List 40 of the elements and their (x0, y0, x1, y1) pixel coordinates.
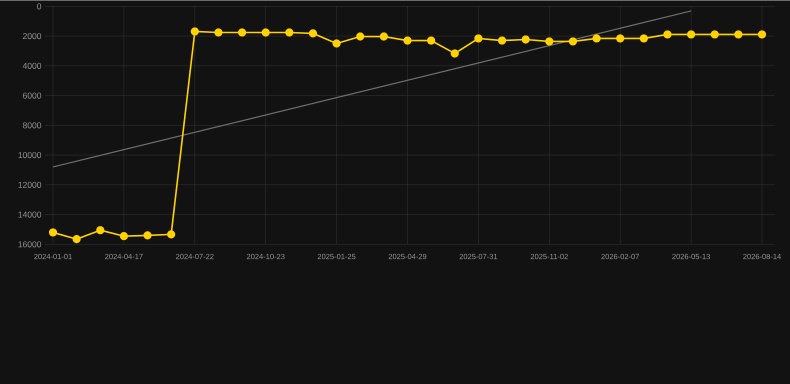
point (687, 30, 696, 38)
y-tick-label: 16000 (18, 241, 42, 248)
y-tick-label: 14000 (18, 211, 42, 218)
point (403, 36, 412, 44)
point (474, 34, 483, 42)
point (214, 28, 223, 36)
point (262, 28, 270, 36)
point (285, 28, 294, 36)
point (143, 231, 152, 240)
y-tick-label: 10000 (18, 152, 42, 158)
point (663, 30, 672, 38)
point (498, 36, 506, 44)
point (568, 37, 578, 46)
point (96, 226, 104, 234)
point (332, 39, 341, 48)
point (640, 34, 648, 42)
point (710, 30, 719, 38)
point (190, 27, 199, 36)
y-tick-label: 6000 (23, 92, 42, 98)
point (758, 30, 766, 38)
point (120, 232, 128, 240)
y-tick-label: 8000 (22, 122, 42, 128)
point (238, 28, 246, 36)
point (522, 35, 530, 44)
point (734, 30, 742, 38)
point (308, 29, 318, 38)
point (592, 34, 601, 42)
point (450, 49, 459, 58)
point (616, 34, 624, 42)
point (427, 36, 436, 44)
y-tick-label: 0 (37, 3, 42, 10)
y-tick-label: 4000 (22, 62, 42, 69)
point (72, 234, 81, 244)
point (167, 230, 176, 238)
point (356, 32, 364, 40)
point (380, 32, 388, 40)
point (545, 37, 554, 46)
y-tick-label: 12000 (18, 182, 42, 188)
point (48, 228, 58, 236)
y-tick-label: 2000 (22, 32, 42, 39)
